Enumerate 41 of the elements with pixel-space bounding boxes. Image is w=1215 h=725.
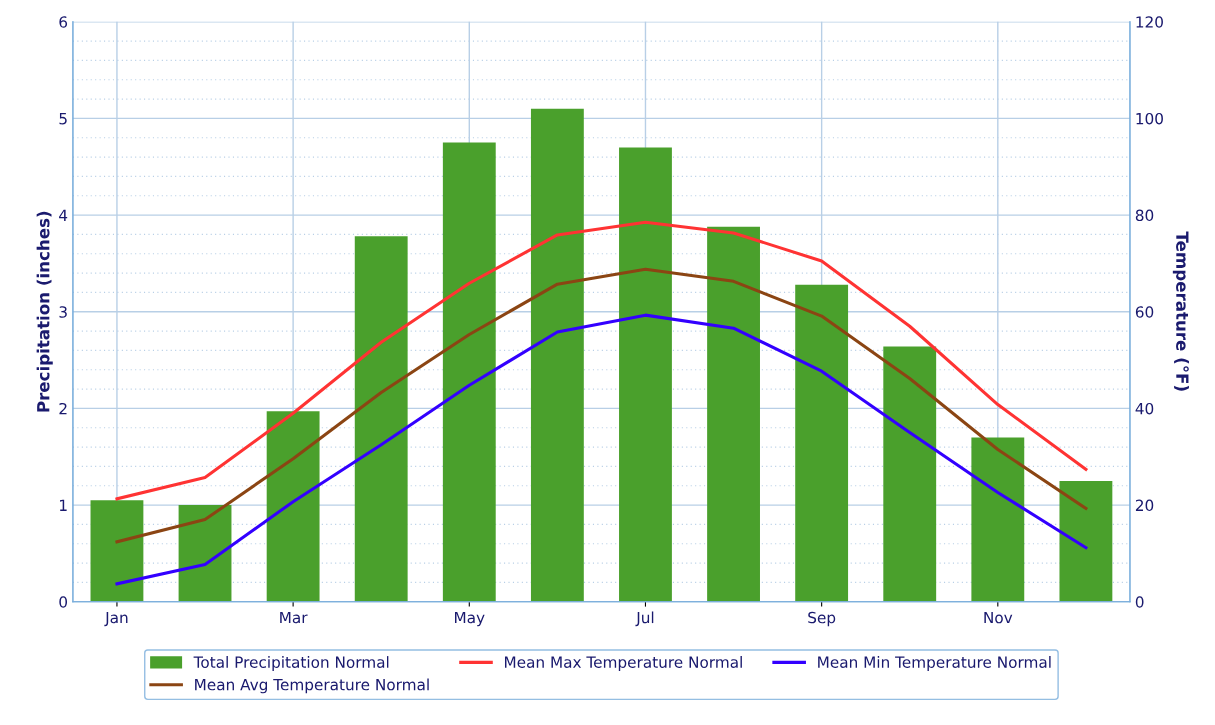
bar <box>354 236 408 602</box>
bar <box>178 505 232 602</box>
bar <box>707 226 760 602</box>
x-tick-label: Jul <box>635 611 654 627</box>
x-tick-label: Sep <box>808 611 836 627</box>
bar <box>530 108 584 602</box>
line-series <box>115 267 1088 544</box>
line-series <box>115 313 1088 586</box>
y2-tick-label: 40 <box>1135 402 1154 415</box>
y-axis-title: Precipitation (inches) <box>36 211 53 412</box>
y2-tick-label: 20 <box>1135 499 1154 512</box>
x-tick-label: Mar <box>280 611 308 624</box>
y2-axis-title: Temperature (°F) <box>1172 231 1189 391</box>
line-series <box>115 220 1088 501</box>
y2-tick-label: 0 <box>1135 596 1144 608</box>
y-tick-label: 1 <box>60 499 67 511</box>
y-tick-label: 5 <box>59 113 67 125</box>
y2-tick-label: 100 <box>1136 112 1163 125</box>
legend-label: Total Precipitation Normal <box>193 656 389 671</box>
legend-label: Mean Avg Temperature Normal <box>195 678 429 694</box>
bar <box>619 147 672 602</box>
bar <box>90 500 144 602</box>
legend-label: Mean Max Temperature Normal <box>504 656 742 671</box>
y2-tick-label: 120 <box>1136 16 1163 28</box>
y-tick-label: 4 <box>59 209 68 221</box>
x-tick-label: Jan <box>104 611 128 627</box>
bar <box>971 437 1025 602</box>
y-tick-label: 0 <box>59 596 68 608</box>
y2-tick-label: 60 <box>1135 306 1154 318</box>
y-tick-label: 2 <box>59 402 67 415</box>
legend-label: Mean Min Temperature Normal <box>818 656 1051 671</box>
bar <box>266 411 320 602</box>
bar <box>442 142 496 602</box>
bar <box>883 346 937 602</box>
y-tick-label: 3 <box>59 306 67 318</box>
bar <box>795 284 849 602</box>
y2-tick-label: 80 <box>1135 209 1154 222</box>
y-tick-label: 6 <box>59 16 68 28</box>
x-tick-label: May <box>455 611 485 627</box>
bar <box>1059 480 1113 602</box>
x-tick-label: Nov <box>984 611 1013 624</box>
